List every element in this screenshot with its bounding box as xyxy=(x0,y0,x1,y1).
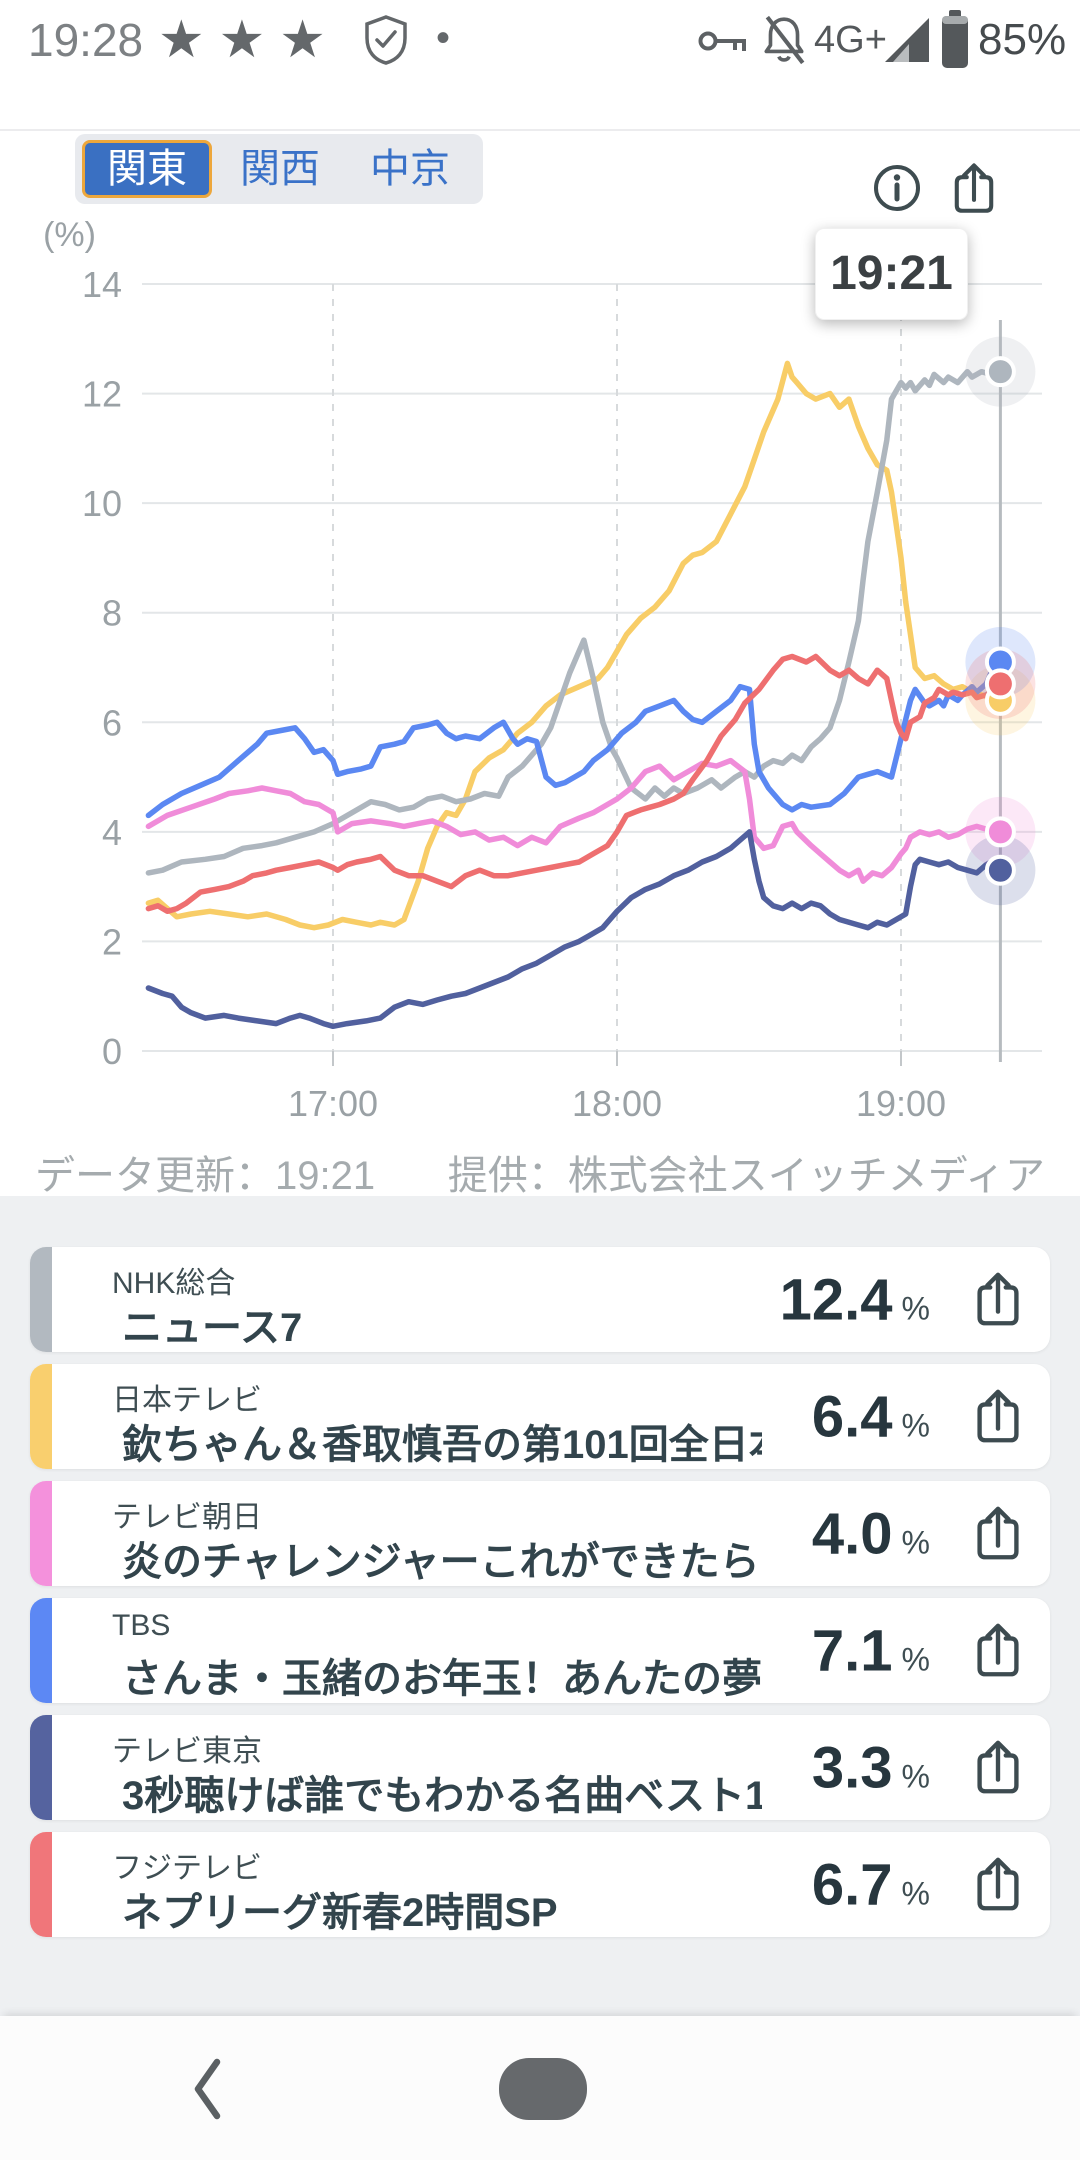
channel-name: TBS xyxy=(112,1609,171,1642)
back-chevron-icon[interactable] xyxy=(192,2058,222,2120)
channel-color-bar xyxy=(30,1247,52,1352)
channel-color-bar xyxy=(30,1598,52,1703)
battery-percent-label: 85% xyxy=(978,15,1067,64)
channel-list: NHK総合 ニュース7 12.4% 日本テレビ 欽ちゃん＆香取慎吾の第101回全… xyxy=(0,1196,1080,2016)
share-icon[interactable] xyxy=(970,1854,1026,1916)
rating-value: 7.1% xyxy=(811,1618,930,1683)
share-icon[interactable] xyxy=(970,1269,1026,1331)
home-handle[interactable] xyxy=(499,2058,587,2120)
signal-icon xyxy=(885,18,929,62)
notifications-off-icon xyxy=(764,15,805,65)
channel-color-bar xyxy=(30,1481,52,1586)
share-icon[interactable] xyxy=(970,1620,1026,1682)
x-axis-tick-label: 19:00 xyxy=(856,1083,946,1124)
rating-value: 6.4% xyxy=(811,1384,930,1449)
program-title: ニュース7 xyxy=(122,1306,303,1350)
key-icon xyxy=(698,31,746,51)
channel-name: フジテレビ xyxy=(112,1852,262,1885)
channel-color-bar xyxy=(30,1715,52,1820)
network-type-label: 4G+ xyxy=(814,19,887,61)
data-updated-label: データ更新：19:21 xyxy=(35,1154,376,1198)
rating-value: 6.7% xyxy=(811,1852,930,1917)
channel-name: 日本テレビ xyxy=(112,1384,262,1417)
data-provider-label: 提供：株式会社スイッチメディア xyxy=(447,1154,1045,1198)
star-icons: ★★★ xyxy=(158,11,340,69)
y-axis-unit-label: (%) xyxy=(43,216,96,254)
rating-value: 12.4% xyxy=(779,1267,930,1332)
program-title: 炎のチャレンジャーこれができたら1000万… xyxy=(122,1540,762,1584)
info-icon[interactable] xyxy=(872,162,922,214)
channel-name: テレビ東京 xyxy=(112,1735,262,1768)
status-bar: 19:28 ★★★ • 4G+ 85% xyxy=(0,0,1080,80)
program-title: さんま・玉緒のお年玉！あんたの夢をかな… xyxy=(122,1657,762,1701)
header-divider xyxy=(0,129,1080,131)
list-item-tbs[interactable]: TBS さんま・玉緒のお年玉！あんたの夢をかな… 7.1% xyxy=(30,1598,1050,1703)
x-axis-tick-label: 17:00 xyxy=(288,1083,378,1124)
clock: 19:28 xyxy=(28,14,144,66)
channel-color-bar xyxy=(30,1364,52,1469)
share-icon[interactable] xyxy=(970,1503,1026,1565)
list-item-ntv[interactable]: 日本テレビ 欽ちゃん＆香取慎吾の第101回全日本仮装… 6.4% xyxy=(30,1364,1050,1469)
share-icon[interactable] xyxy=(970,1737,1026,1799)
x-axis-tick-label: 18:00 xyxy=(572,1083,662,1124)
shield-check-icon xyxy=(365,15,407,65)
ratings-chart[interactable] xyxy=(95,230,1045,1060)
list-item-fuji[interactable]: フジテレビ ネプリーグ新春2時間SP 6.7% xyxy=(30,1832,1050,1937)
share-icon[interactable] xyxy=(970,1386,1026,1448)
share-icon[interactable] xyxy=(948,160,1000,218)
tab-kanto[interactable]: 関東 xyxy=(82,140,212,198)
channel-color-bar xyxy=(30,1832,52,1937)
channel-name: テレビ朝日 xyxy=(112,1501,262,1534)
list-item-nhk[interactable]: NHK総合 ニュース7 12.4% xyxy=(30,1247,1050,1352)
rating-value: 4.0% xyxy=(811,1501,930,1566)
program-title: 欽ちゃん＆香取慎吾の第101回全日本仮装… xyxy=(122,1423,762,1467)
notification-dot-icon: • xyxy=(436,16,451,60)
program-title: ネプリーグ新春2時間SP xyxy=(122,1891,558,1935)
program-title: 3秒聴けば誰でもわかる名曲ベスト100 xyxy=(122,1774,762,1818)
channel-name: NHK総合 xyxy=(112,1267,236,1300)
region-tab-bar: 関東 関西 中京 xyxy=(75,134,483,204)
list-item-tv-tokyo[interactable]: テレビ東京 3秒聴けば誰でもわかる名曲ベスト100 3.3% xyxy=(30,1715,1050,1820)
battery-icon xyxy=(942,10,968,68)
rating-value: 3.3% xyxy=(811,1735,930,1800)
tab-chukyo[interactable]: 中京 xyxy=(370,147,450,191)
list-item-tv-asahi[interactable]: テレビ朝日 炎のチャレンジャーこれができたら1000万… 4.0% xyxy=(30,1481,1050,1586)
cursor-time-tooltip: 19:21 xyxy=(815,228,968,320)
navigation-bar xyxy=(0,2016,1080,2160)
tab-kansai[interactable]: 関西 xyxy=(240,147,320,191)
